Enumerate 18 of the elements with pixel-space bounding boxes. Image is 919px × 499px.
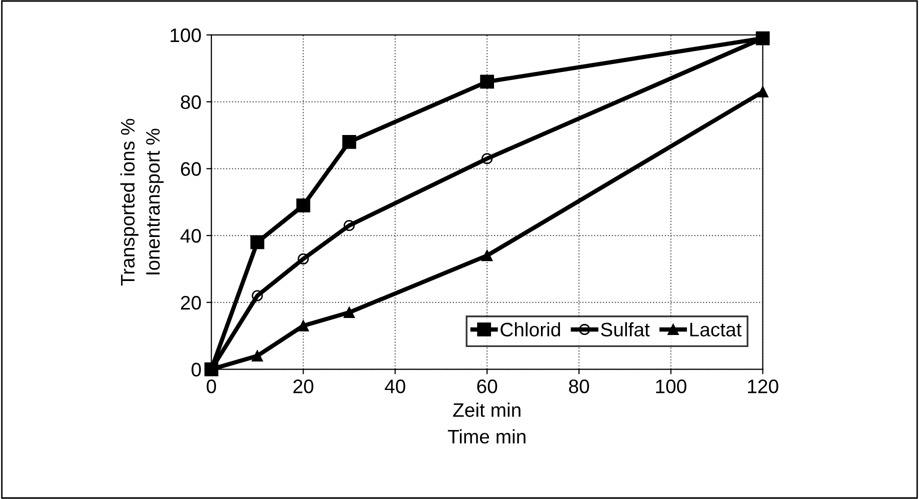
y-axis-title: Transported ions % Ionentransport % — [120, 118, 164, 286]
y-tick-label: 100 — [170, 28, 201, 42]
legend-label: Lactat — [690, 322, 742, 336]
x-tick-label: 100 — [656, 379, 686, 394]
x-tick-label: 60 — [477, 379, 498, 394]
legend-label: Chlorid — [500, 322, 560, 336]
x-tick-label: 80 — [569, 379, 590, 394]
legend-label: Sulfat — [601, 322, 650, 336]
y-tick-label: 80 — [180, 95, 201, 110]
y-tick-label: 20 — [181, 296, 201, 310]
x-tick-label: 40 — [384, 379, 406, 394]
x-tick-label: 20 — [293, 379, 314, 394]
x-tick-label: 120 — [748, 379, 778, 394]
x-tick-label: 0 — [206, 379, 216, 394]
y-tick-label: 40 — [180, 228, 201, 243]
y-tick-label: 0 — [192, 362, 201, 376]
x-axis-title: Zeit min Time min — [448, 402, 526, 444]
y-tick-label: 60 — [181, 162, 201, 176]
